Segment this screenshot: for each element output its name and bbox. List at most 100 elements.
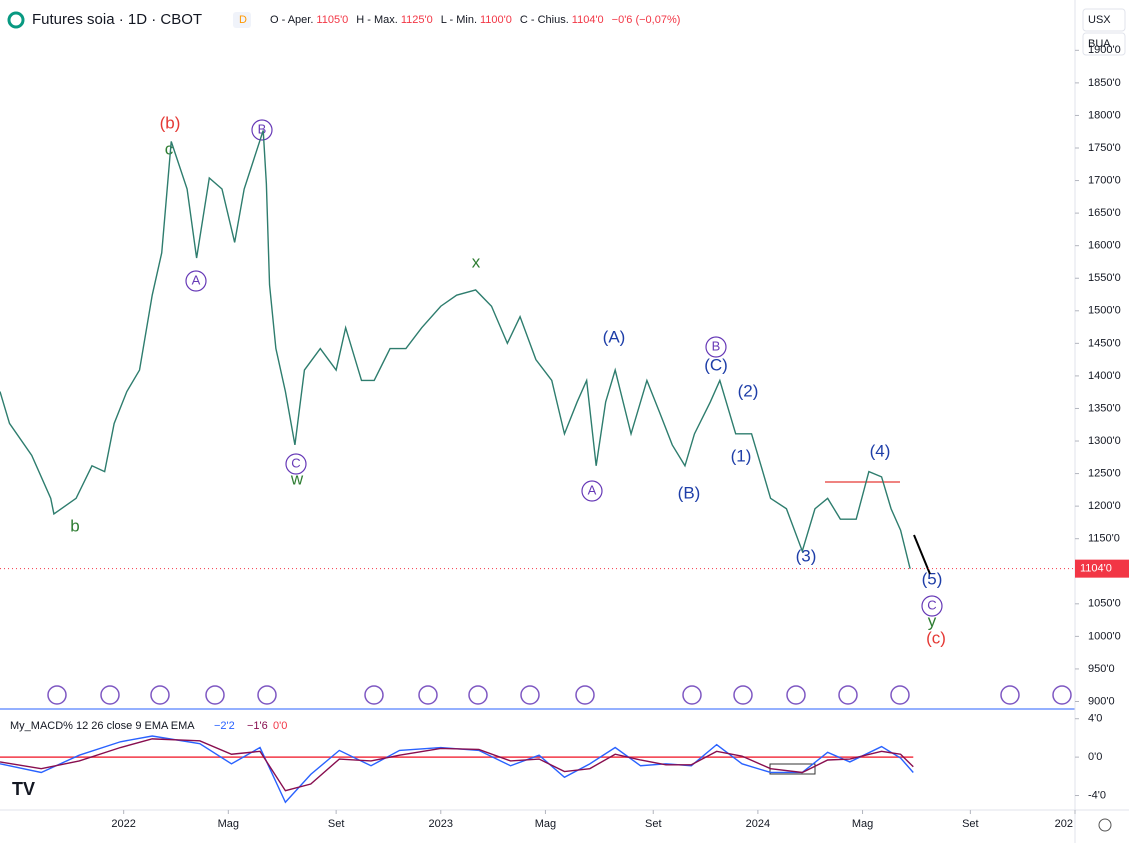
indicator-title: My_MACD% 12 26 close 9 EMA EMA [10, 720, 195, 732]
x-tick-label: Set [328, 818, 345, 830]
y-tick-label: 1550'0 [1088, 272, 1121, 284]
wave-label: y [928, 611, 937, 630]
wave-label: (A) [603, 327, 626, 346]
event-icon[interactable] [786, 685, 806, 705]
logo[interactable]: TV [12, 779, 35, 799]
y-tick-label: 1300'0 [1088, 435, 1121, 447]
event-icon[interactable] [520, 685, 540, 705]
ohlc-item: 1100'0 [480, 14, 512, 26]
price-line [0, 738, 914, 792]
event-icon[interactable] [682, 685, 702, 705]
wave-label: B [258, 121, 267, 136]
y-tick-label: 1600'0 [1088, 240, 1121, 252]
x-tick-label: Set [962, 818, 979, 830]
y-tick-label: 0'0 [1088, 751, 1102, 763]
ohlc-item: O - Aper. [270, 14, 313, 26]
event-icon[interactable] [364, 685, 384, 705]
y-tick-label: 1350'0 [1088, 402, 1121, 414]
y-tick-label: 1400'0 [1088, 370, 1121, 382]
wave-label: w [290, 469, 304, 488]
last-price-label: 1104'0 [1080, 563, 1112, 575]
event-icon[interactable] [418, 685, 438, 705]
y-tick-label: 1250'0 [1088, 467, 1121, 479]
projection-line [913, 534, 931, 575]
wave-circle [921, 595, 943, 617]
wave-circle [285, 453, 307, 475]
x-tick-label: 202 [1055, 818, 1073, 830]
wave-label: (2) [738, 381, 759, 400]
y-tick-label: 1450'0 [1088, 337, 1121, 349]
wave-circle [581, 480, 603, 502]
x-tick-label: 2022 [111, 818, 135, 830]
symbol-icon [7, 11, 25, 29]
wave-label: A [588, 482, 597, 497]
badge: D [239, 14, 247, 26]
settings-icon[interactable] [1098, 818, 1112, 832]
event-icon[interactable] [150, 685, 170, 705]
wave-label: (1) [731, 446, 752, 465]
x-tick-label: Mag [218, 818, 239, 830]
wave-label: b [70, 516, 79, 535]
ohlc-item: −0'6 (−0,07%) [612, 14, 681, 26]
ohlc: O - Aper. 1105'0 H - Max. 1125'0 L - Min. 110… [270, 14, 680, 26]
x-tick-label: 2023 [429, 818, 453, 830]
event-icon[interactable] [257, 685, 277, 705]
y-tick-label: 4'0 [1088, 713, 1102, 725]
indicator-value: 0'0 [273, 720, 287, 732]
x-tick-label: Mag [535, 818, 556, 830]
event-icon[interactable] [47, 685, 67, 705]
event-icon[interactable] [1052, 685, 1072, 705]
y-tick-label: 1050'0 [1088, 598, 1121, 610]
wave-label: (C) [704, 355, 728, 374]
y-tick-label: 1650'0 [1088, 207, 1121, 219]
y-tick-label: 1700'0 [1088, 174, 1121, 186]
event-icon[interactable] [838, 685, 858, 705]
wave-label: (b) [160, 113, 181, 132]
wave-circle [185, 270, 207, 292]
unit[interactable]: BUA [1088, 38, 1111, 50]
annotations: (b) c B Ax Cw b (A) B (C) (2) (1) A (B) (3) (4) (5) Cy(c… [70, 113, 946, 647]
wave-label: (B) [678, 483, 701, 502]
wave-label: c [165, 139, 174, 158]
wave-label: (4) [870, 441, 891, 460]
event-icon[interactable] [890, 685, 910, 705]
y-tick-label: 1000'0 [1088, 630, 1121, 642]
last-price-box [1075, 559, 1129, 578]
ohlc-item: 1125'0 [401, 14, 433, 26]
ohlc-item: L - Min. [441, 14, 477, 26]
event-icon[interactable] [575, 685, 595, 705]
y-tick-label: 950'0 [1088, 663, 1115, 675]
y-tick-label: 1200'0 [1088, 500, 1121, 512]
wave-label: (c) [926, 628, 946, 647]
indicator-value: −2'2 [214, 720, 235, 732]
y-tick-label: 1900'0 [1088, 44, 1121, 56]
y-tick-label: -4'0 [1088, 789, 1106, 801]
symbol-title: Futures soia · 1D · CBOT [32, 11, 202, 28]
event-icon[interactable] [1000, 685, 1020, 705]
y-tick-label: 1500'0 [1088, 305, 1121, 317]
y-tick-label: 1850'0 [1088, 77, 1121, 89]
price-line [0, 130, 911, 569]
event-icon[interactable] [733, 685, 753, 705]
ohlc-item: 1104'0 [572, 14, 604, 26]
event-icon[interactable] [100, 685, 120, 705]
y-tick-label: 1750'0 [1088, 142, 1121, 154]
wave-label: C [927, 597, 936, 612]
currency[interactable]: USX [1088, 14, 1111, 26]
currency-box[interactable] [1082, 8, 1126, 32]
x-tick-label: Mag [852, 818, 873, 830]
event-icon[interactable] [468, 685, 488, 705]
indicator-value: −1'6 [247, 720, 268, 732]
unit-box[interactable] [1082, 32, 1126, 56]
event-icon[interactable] [205, 685, 225, 705]
wave-label: A [192, 272, 201, 287]
x-tick-label: Set [645, 818, 662, 830]
y-tick-label: 900'0 [1088, 695, 1115, 707]
wave-label: (3) [796, 546, 817, 565]
wave-label: x [472, 252, 481, 271]
ohlc-item: 1105'0 [316, 14, 348, 26]
wave-label: (5) [922, 569, 943, 588]
wave-circle [251, 119, 273, 141]
